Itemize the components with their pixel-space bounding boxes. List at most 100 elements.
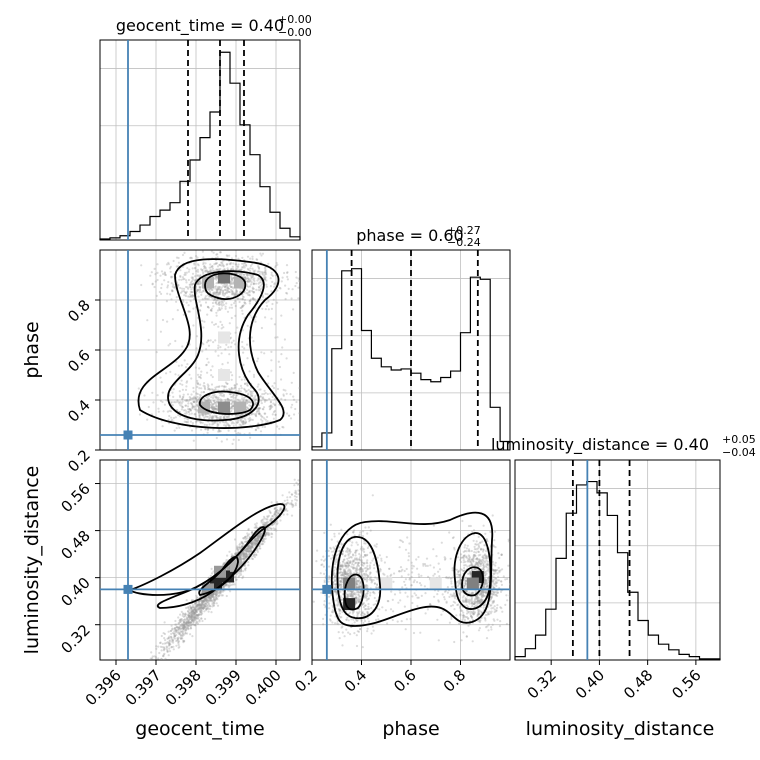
scatter-point	[208, 417, 211, 420]
scatter-point	[226, 267, 229, 270]
scatter-point	[234, 343, 237, 346]
scatter-point	[162, 632, 165, 635]
scatter-point	[182, 615, 185, 618]
scatter-point	[263, 271, 266, 274]
scatter-point	[344, 572, 347, 575]
scatter-point	[241, 345, 244, 348]
scatter-point	[218, 592, 221, 595]
scatter-point	[253, 555, 256, 559]
scatter-point	[264, 270, 267, 274]
density-cell-3	[218, 401, 230, 414]
scatter-point	[215, 291, 218, 294]
scatter-point	[217, 285, 220, 288]
scatter-point	[240, 378, 243, 381]
scatter-point	[419, 631, 422, 634]
scatter-point	[211, 407, 214, 410]
scatter-point	[198, 604, 201, 607]
scatter-point	[170, 401, 174, 404]
scatter-point	[191, 613, 194, 616]
scatter-point	[189, 300, 192, 303]
scatter-point	[257, 427, 260, 430]
scatter-point	[228, 392, 231, 395]
scatter-point	[189, 621, 192, 624]
scatter-point	[230, 399, 233, 402]
scatter-point	[151, 283, 154, 286]
scatter-point	[186, 610, 190, 613]
scatter-point	[212, 416, 215, 419]
scatter-point	[227, 346, 230, 349]
scatter-point	[251, 274, 254, 277]
scatter-point	[208, 599, 212, 602]
scatter-point	[243, 558, 246, 561]
contour-3	[204, 272, 247, 300]
scatter-point	[239, 542, 242, 545]
scatter-point	[223, 415, 226, 418]
scatter-point	[167, 344, 170, 347]
scatter-point	[466, 572, 470, 576]
scatter-point	[244, 535, 247, 539]
scatter-point	[266, 392, 269, 396]
scatter-point	[241, 421, 244, 424]
scatter-point	[238, 554, 241, 558]
scatter-point	[173, 637, 177, 640]
scatter-point	[210, 309, 213, 312]
scatter-point	[365, 584, 368, 587]
scatter-point	[204, 428, 207, 431]
scatter-point	[242, 422, 245, 425]
scatter-point	[369, 529, 372, 532]
scatter-point	[179, 275, 182, 278]
scatter-point	[261, 519, 264, 522]
scatter-point	[482, 594, 485, 597]
scatter-point	[201, 612, 204, 615]
scatter-point	[299, 507, 300, 510]
scatter-point	[228, 415, 231, 418]
scatter-point	[261, 543, 264, 546]
scatter-point	[223, 294, 226, 297]
scatter-point	[253, 541, 256, 544]
scatter-point	[286, 278, 289, 281]
scatter-point	[496, 594, 499, 598]
scatter-point	[217, 346, 220, 350]
scatter-point	[200, 387, 203, 390]
scatter-point	[251, 545, 254, 548]
scatter-point	[251, 394, 254, 397]
scatter-point	[238, 546, 241, 549]
scatter-point	[359, 568, 362, 571]
scatter-point	[228, 550, 231, 553]
scatter-point	[191, 619, 194, 622]
scatter-point	[250, 394, 253, 398]
scatter-point	[238, 543, 241, 547]
contour-2	[198, 556, 239, 596]
scatter-point	[215, 597, 218, 600]
scatter-point	[242, 555, 245, 558]
scatter-point	[194, 608, 197, 611]
scatter-point	[211, 394, 214, 397]
scatter-point	[191, 604, 195, 607]
scatter-point	[167, 644, 170, 647]
scatter-point	[155, 645, 158, 648]
scatter-point	[209, 309, 212, 312]
scatter-point	[241, 542, 244, 545]
scatter-point	[230, 278, 233, 281]
scatter-point	[478, 601, 481, 604]
scatter-point	[472, 560, 475, 563]
scatter-point	[205, 348, 208, 351]
scatter-point	[269, 518, 272, 521]
scatter-point	[264, 266, 267, 269]
scatter-point	[187, 625, 190, 628]
scatter-point	[235, 573, 238, 576]
scatter-point	[285, 291, 288, 295]
scatter-panel-geocent-time-luminosity-distance	[99, 459, 301, 661]
scatter-point	[201, 413, 204, 416]
scatter-point	[509, 583, 510, 586]
scatter-point	[249, 542, 252, 545]
scatter-point	[244, 421, 248, 424]
scatter-point	[215, 293, 218, 296]
scatter-point	[229, 407, 232, 410]
scatter-point	[218, 285, 221, 289]
scatter-point	[194, 396, 197, 399]
scatter-point	[196, 404, 199, 407]
scatter-point	[228, 306, 231, 309]
scatter-point	[166, 320, 169, 323]
scatter-point	[351, 553, 355, 556]
